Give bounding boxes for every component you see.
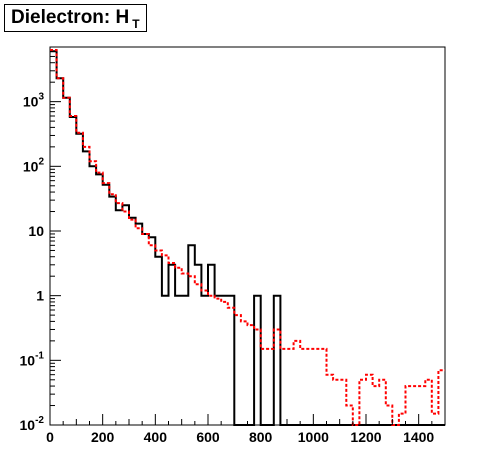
x-tick-label: 1000 — [298, 429, 329, 445]
plot-frame — [49, 46, 446, 426]
x-tick-label: 0 — [46, 429, 54, 445]
chart-title: Dielectron: H T — [4, 4, 147, 32]
axis-layer — [49, 46, 446, 426]
x-tick-label: 1400 — [403, 429, 434, 445]
solid-black-series-line — [50, 50, 445, 426]
dotted-red-series-line — [50, 49, 445, 426]
y-tick-label: 10-1 — [20, 350, 45, 368]
y-tick-label: 10 — [28, 223, 44, 239]
series-layer — [50, 49, 445, 426]
y-tick-label: 103 — [23, 92, 45, 110]
x-tick-label: 200 — [91, 429, 115, 445]
x-tick-label: 1200 — [350, 429, 381, 445]
x-tick-label: 600 — [196, 429, 220, 445]
y-tick-label: 10-2 — [20, 415, 45, 433]
x-tick-label: 800 — [249, 429, 273, 445]
x-tick-label: 400 — [144, 429, 168, 445]
chart-title-subscript: T — [132, 17, 140, 31]
label-layer: 0 200 400 600 800 1000 1200 1400 10-2 10-1 1 10 102 1… — [20, 92, 435, 445]
y-tick-label: 102 — [23, 156, 45, 174]
chart-title-main: Dielectron: H — [11, 7, 130, 28]
y-tick-label: 1 — [36, 288, 44, 304]
